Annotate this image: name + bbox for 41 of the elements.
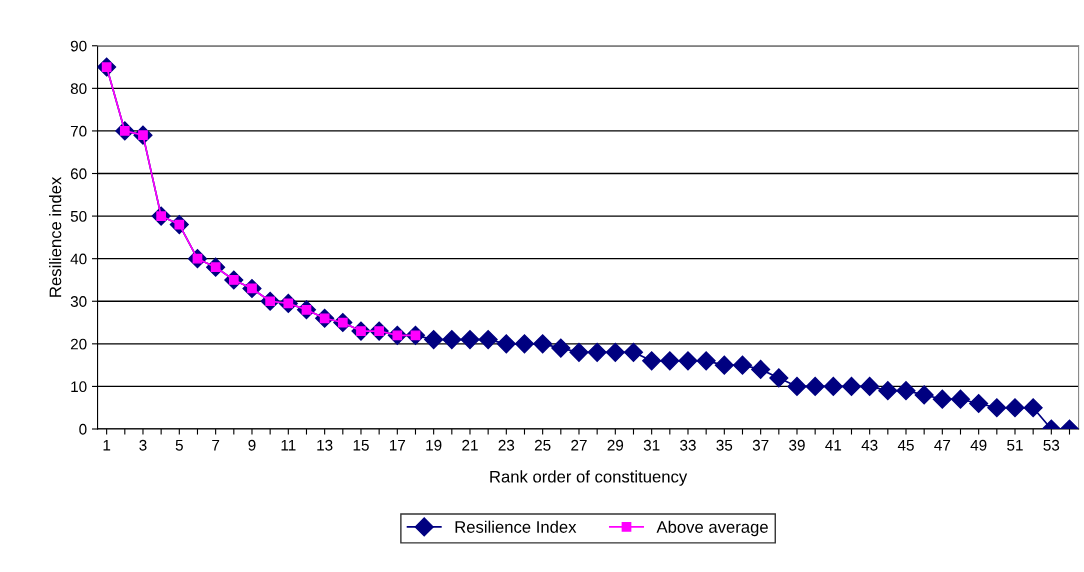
y-tick-label: 90 <box>70 40 87 52</box>
x-tick-label: 53 <box>1043 439 1060 451</box>
x-tick-label: 7 <box>212 439 220 451</box>
y-tick-label: 10 <box>71 381 87 393</box>
x-tick-label: 51 <box>1007 439 1023 451</box>
y-axis-title: Resilience index <box>49 176 62 297</box>
y-tick-label: 40 <box>70 253 87 265</box>
x-tick-label: 17 <box>389 439 406 451</box>
y-tick-label: 80 <box>70 83 87 95</box>
x-tick-label: 45 <box>897 439 914 451</box>
x-tick-label: 11 <box>281 439 296 451</box>
x-tick-label: 19 <box>426 439 442 451</box>
x-tick-label: 21 <box>462 439 478 451</box>
y-tick-label: 60 <box>70 168 87 180</box>
x-tick-label: 9 <box>248 439 256 451</box>
x-tick-label: 15 <box>353 439 369 451</box>
x-tick-label: 39 <box>789 439 805 451</box>
x-tick-label: 5 <box>175 439 183 451</box>
x-tick-label: 35 <box>716 439 733 451</box>
y-tick-label: 30 <box>70 296 87 307</box>
x-tick-label: 33 <box>680 439 696 451</box>
y-tick-label: 50 <box>70 210 87 222</box>
x-tick-label: 43 <box>861 439 878 451</box>
x-tick-label: 23 <box>498 439 515 451</box>
legend-label: Resilience Index <box>455 520 577 533</box>
x-tick-label: 13 <box>317 439 333 451</box>
y-tick-label: 70 <box>70 125 87 137</box>
x-tick-label: 37 <box>752 439 769 451</box>
x-tick-label: 1 <box>103 439 111 451</box>
x-tick-label: 29 <box>607 439 624 451</box>
x-tick-label: 47 <box>934 439 951 451</box>
y-tick-label: 0 <box>79 423 87 435</box>
x-axis-title: Rank order of constituency <box>490 470 688 486</box>
x-tick-label: 3 <box>139 439 147 451</box>
x-tick-label: 31 <box>643 439 660 451</box>
x-tick-label: 41 <box>825 439 842 451</box>
legend-label: Above average <box>656 520 768 537</box>
x-tick-label: 49 <box>970 439 987 451</box>
x-tick-label: 25 <box>534 439 551 451</box>
x-tick-label: 27 <box>571 439 587 451</box>
y-tick-label: 20 <box>70 338 87 350</box>
